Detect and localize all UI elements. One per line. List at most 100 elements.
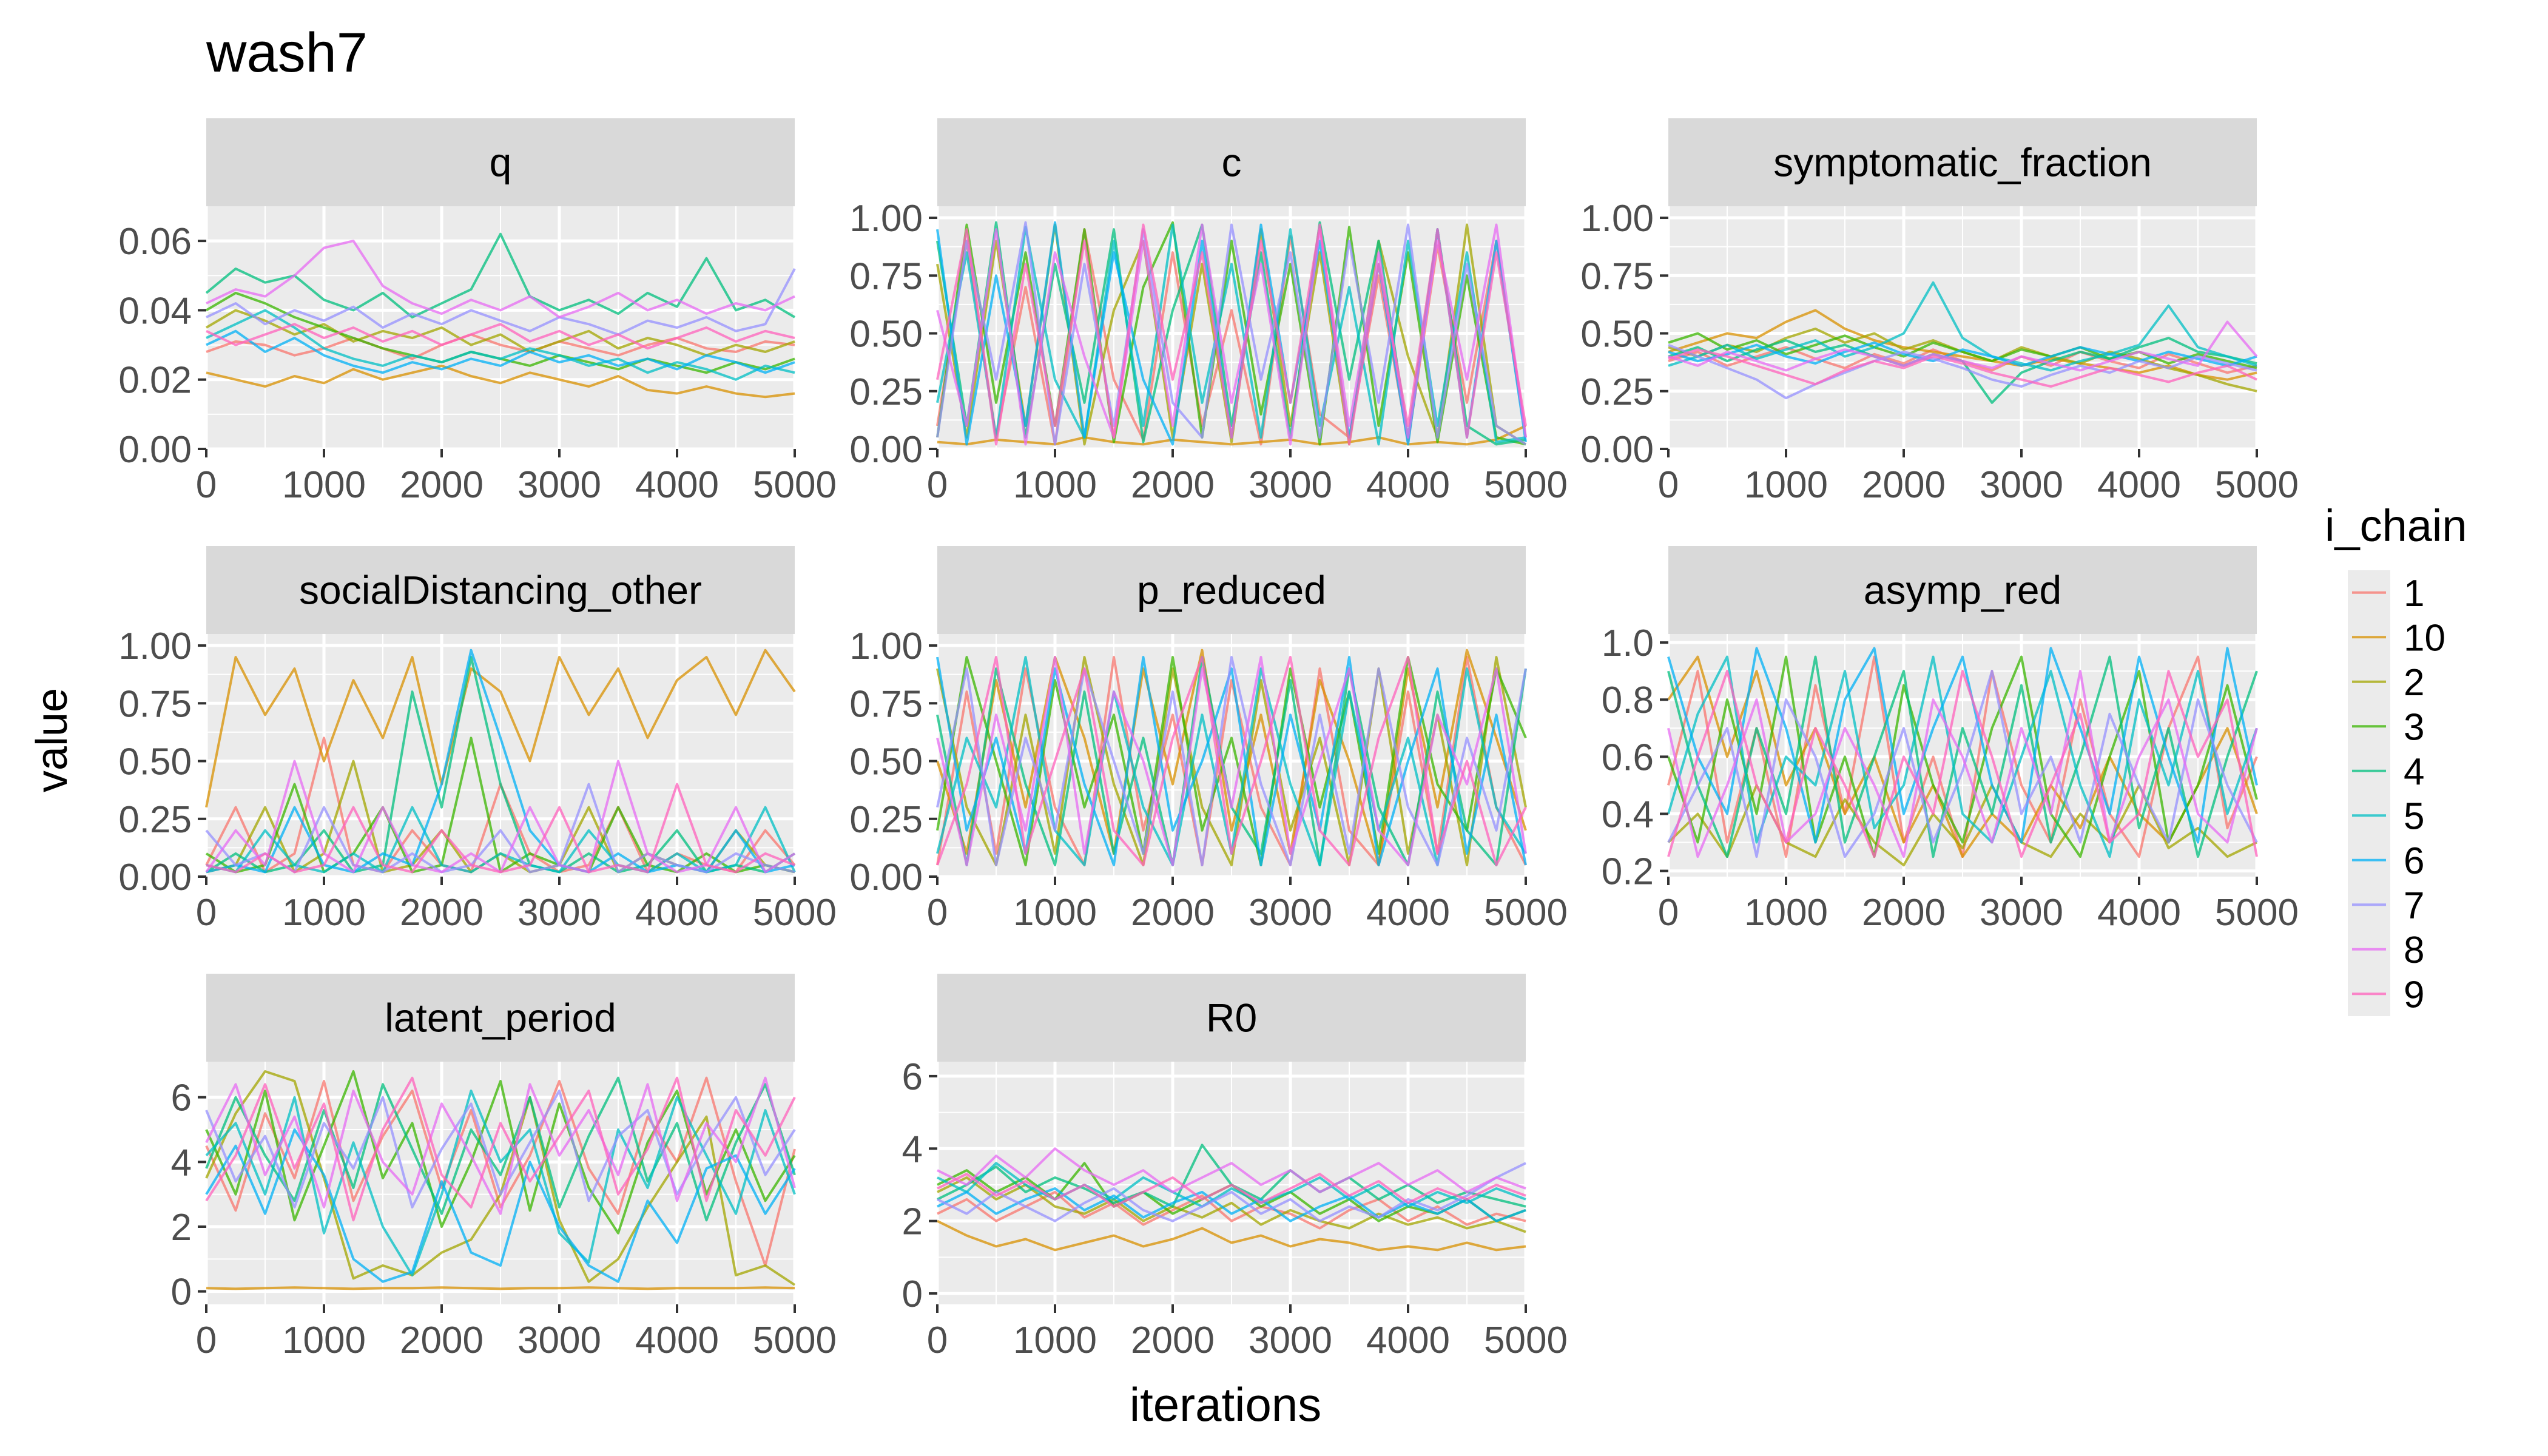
chart-title: wash7: [206, 22, 368, 84]
series-line-chain-8: [206, 240, 795, 318]
x-tick-label: 0: [927, 1320, 948, 1361]
x-tick-label: 3000: [1249, 892, 1332, 934]
x-tick-label: 0: [196, 1320, 217, 1361]
series-traces: [1668, 281, 2258, 404]
panel-latent-period: latent_period 0 2 4 6 0 1000 2000 3000 4000 5000: [171, 974, 837, 1361]
legend-item-3: 3: [2348, 704, 2424, 749]
x-tick-label: 4000: [1366, 464, 1450, 506]
facet-strip-label: symptomatic_fraction: [1773, 140, 2152, 185]
x-tick-label: 5000: [2215, 892, 2299, 934]
facet-strip: [206, 118, 795, 206]
y-tick-label: 6: [171, 1077, 192, 1119]
x-tick-label: 4000: [1366, 1320, 1450, 1361]
series-line-chain-7: [1668, 343, 2257, 400]
series-traces: [1667, 647, 2258, 867]
facet-strip-label: q: [490, 140, 512, 185]
series-line-chain-7: [936, 221, 1527, 446]
x-tick-label: 1000: [282, 464, 366, 506]
y-tick-label: 0.6: [1602, 736, 1654, 778]
series-traces: [936, 221, 1527, 446]
x-tick-label: 1000: [282, 892, 366, 934]
x-tick-label: 2000: [1131, 1320, 1215, 1361]
y-tick-label: 6: [902, 1056, 923, 1098]
x-tick-label: 2000: [1131, 892, 1215, 934]
x-tick-label: 4000: [2097, 892, 2181, 934]
facet-strip-label: latent_period: [385, 996, 616, 1040]
facet-strip-label: R0: [1206, 996, 1257, 1040]
series-line-chain-9: [205, 1076, 796, 1222]
facet-strip: [206, 546, 795, 634]
series-line-chain-5: [1668, 281, 2257, 372]
panel-symptomatic-fraction: symptomatic_fraction 0.00 0.25 0.50 0.75 1.00…: [1580, 118, 2299, 506]
y-tick-label: 1.00: [118, 625, 192, 667]
panel-r0: R0 0 2 4 6 0 1000 2000 3000 4000 5000: [902, 974, 1568, 1361]
legend-label: 8: [2404, 929, 2424, 971]
x-tick-label: 0: [927, 892, 948, 934]
series-line-chain-10: [937, 425, 1526, 446]
y-tick-label: 4: [171, 1142, 192, 1184]
x-tick-label: 0: [1658, 464, 1679, 506]
legend-label: 6: [2404, 840, 2424, 882]
x-tick-label: 3000: [1980, 892, 2063, 934]
x-tick-label: 5000: [1484, 464, 1568, 506]
y-tick-label: 0.00: [849, 429, 923, 471]
y-tick-label: 0.75: [1580, 255, 1654, 297]
y-tick-label: 2: [171, 1207, 192, 1249]
facet-strip: [937, 974, 1526, 1062]
series-line-chain-3: [936, 656, 1527, 866]
series-line-chain-2: [937, 1176, 1526, 1233]
facet-strip: [206, 974, 795, 1062]
series-line-chain-6: [1668, 341, 2257, 367]
y-tick-label: 1.00: [1580, 198, 1654, 240]
y-tick-label: 0: [902, 1273, 923, 1315]
series-line-chain-10: [937, 1219, 1526, 1252]
facet-strip-label: socialDistancing_other: [299, 568, 702, 613]
series-traces: [937, 1144, 1526, 1252]
legend-label: 7: [2404, 885, 2424, 926]
legend-item-5: 5: [2348, 793, 2424, 838]
series-line-chain-4: [205, 1076, 796, 1222]
x-tick-label: 3000: [517, 1320, 601, 1361]
series-line-chain-6: [937, 1187, 1526, 1222]
series-line-chain-4: [1667, 655, 2258, 858]
series-line-chain-6: [206, 329, 795, 374]
series-line-chain-9: [936, 223, 1527, 446]
y-tick-label: 0.25: [118, 799, 192, 841]
series-line-chain-3: [936, 221, 1526, 446]
x-tick-label: 2000: [1131, 464, 1215, 506]
y-tick-label: 0.00: [849, 857, 923, 898]
x-tick-label: 1000: [1013, 892, 1097, 934]
x-tick-label: 2000: [400, 464, 484, 506]
series-line-chain-10: [1667, 655, 2258, 858]
series-line-chain-2: [205, 309, 795, 357]
y-tick-label: 0.00: [118, 429, 192, 471]
legend-item-9: 9: [2348, 971, 2424, 1016]
facet-strip-label: c: [1222, 140, 1242, 185]
x-tick-label: 3000: [1249, 464, 1332, 506]
facet-strip-label: p_reduced: [1137, 568, 1326, 613]
panel-q: q 0.00 0.02 0.04 0.06 0 1000 2000 3000 4000 5000: [118, 118, 837, 506]
series-traces: [205, 649, 796, 874]
y-tick-label: 0.50: [849, 314, 923, 356]
y-tick-label: 0.4: [1602, 794, 1654, 835]
legend-item-6: 6: [2348, 838, 2424, 883]
legend-item-8: 8: [2348, 927, 2424, 972]
panel-socialdistancing-other: socialDistancing_other 0.00 0.25 0.50 0.75 1.…: [118, 546, 837, 934]
y-tick-label: 0.04: [118, 290, 192, 332]
series-line-chain-7: [205, 783, 795, 874]
series-line-chain-9: [1668, 348, 2257, 388]
series-line-chain-9: [937, 1173, 1526, 1208]
y-tick-label: 1.00: [849, 625, 923, 667]
x-tick-label: 1000: [282, 1320, 366, 1361]
series-line-chain-9: [936, 656, 1527, 866]
series-line-chain-7: [937, 1162, 1526, 1222]
y-tick-label: 0.25: [849, 371, 923, 413]
x-tick-label: 2000: [1862, 892, 1946, 934]
panel-asymp-red: asymp_red 0.2 0.4 0.6 0.8 1.0 0 1000 2000 3000 400…: [1602, 546, 2299, 934]
y-tick-label: 0.06: [118, 221, 192, 263]
series-line-chain-8: [937, 1147, 1526, 1193]
y-tick-label: 0: [171, 1272, 192, 1313]
facet-strip: [1668, 546, 2257, 634]
